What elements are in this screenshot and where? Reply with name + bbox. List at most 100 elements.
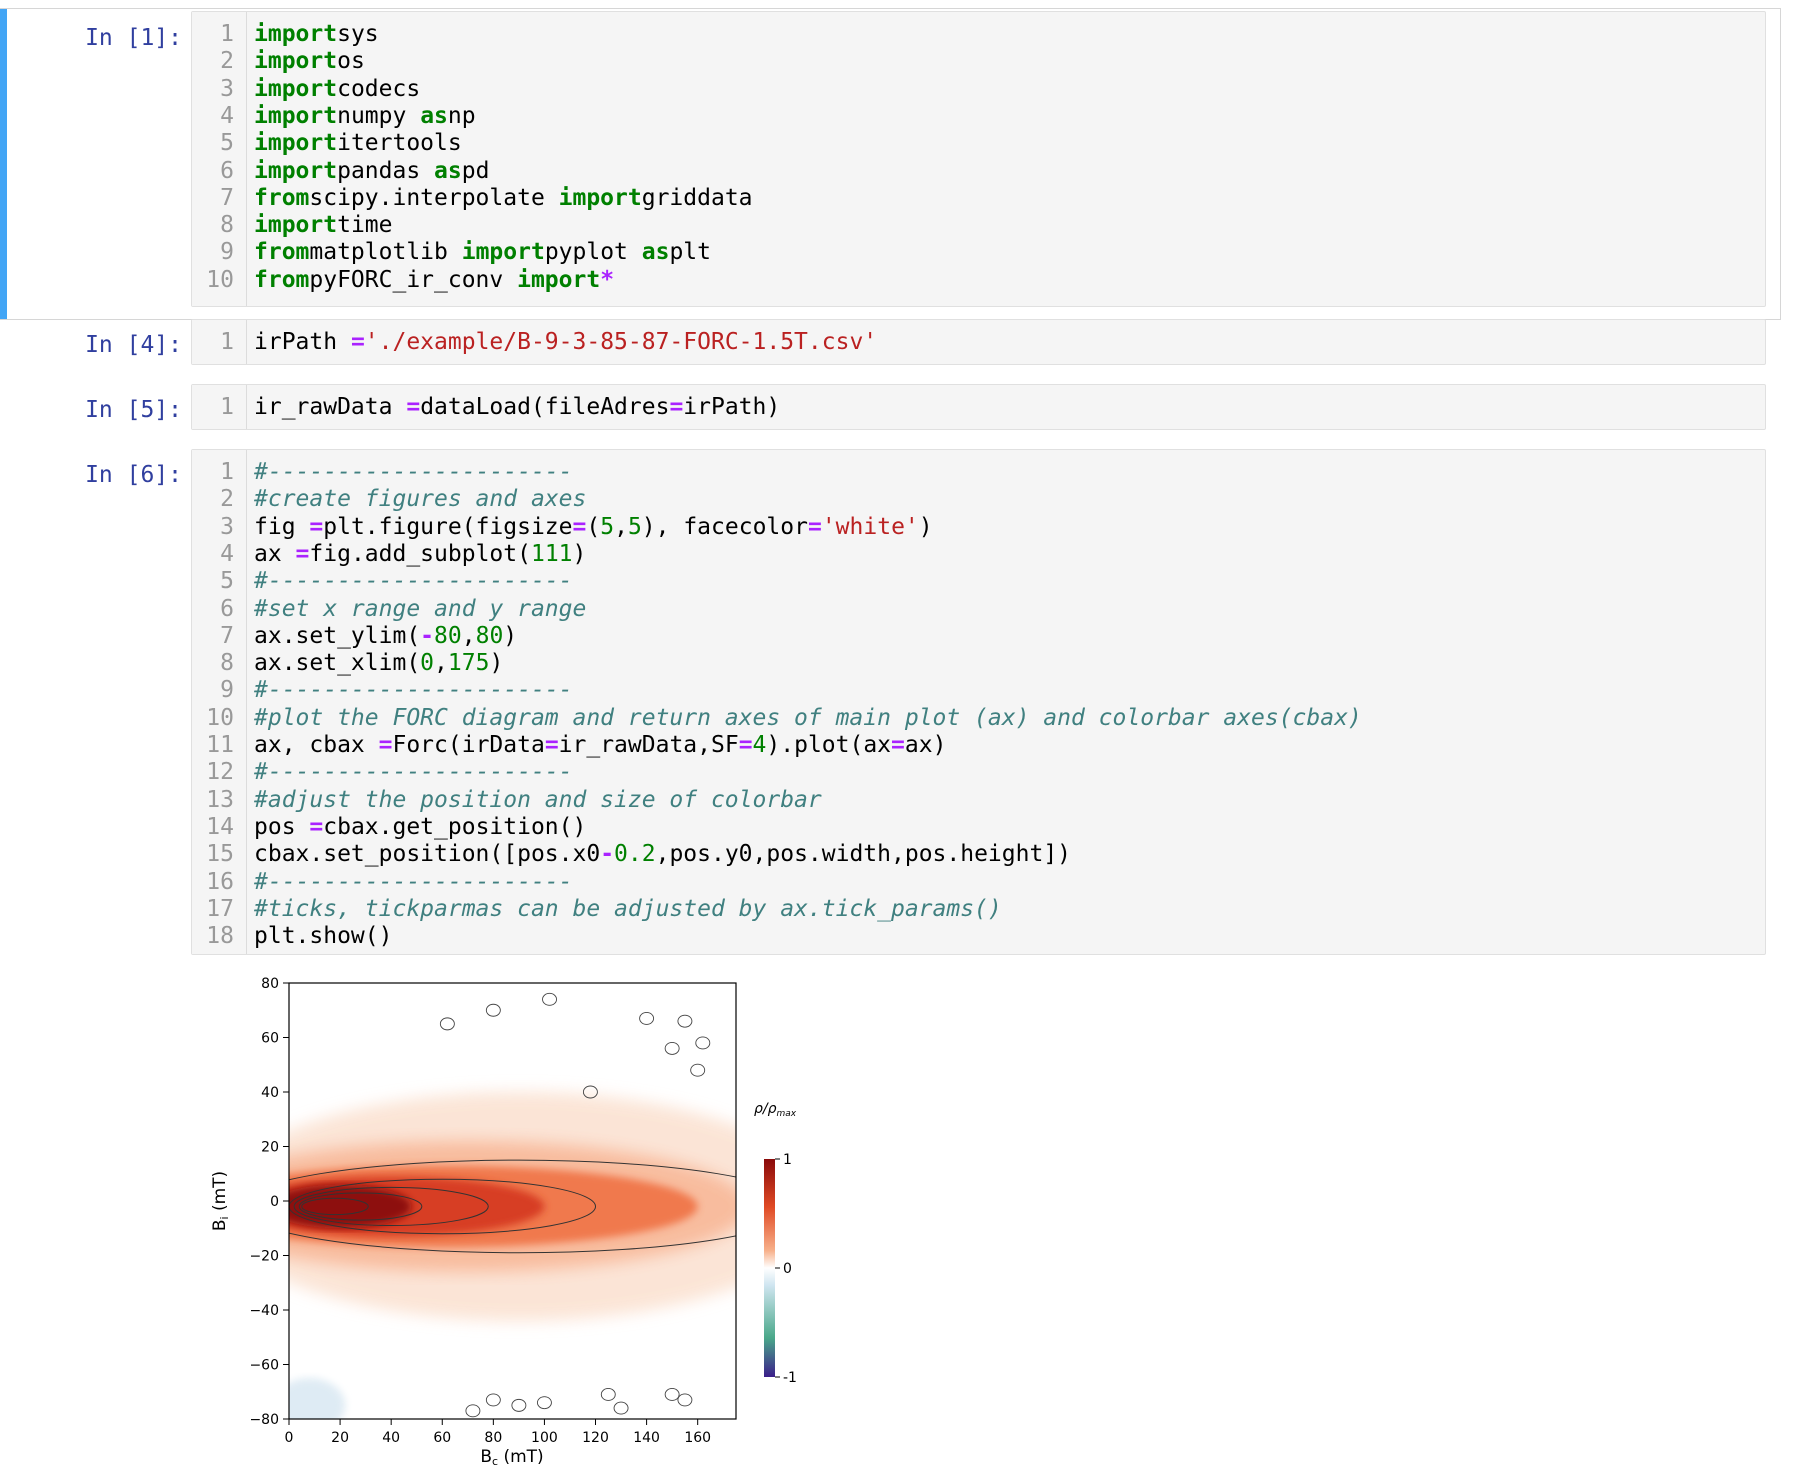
code-token: fig.add_subplot( — [309, 540, 531, 567]
code-token: numpy — [337, 102, 421, 129]
code-token: #ticks, tickparmas can be adjusted by ax… — [254, 895, 1002, 922]
code-text: #create figures and axes — [254, 486, 586, 513]
line-number: 7 — [220, 622, 234, 649]
contour-line — [293, 1186, 489, 1227]
code-line: 8 importtime — [192, 212, 1765, 239]
x-tick-label: 160 — [684, 1430, 711, 1446]
code-text: #---------------------- — [254, 459, 573, 486]
code-text: ax.set_ylim(-80,80) — [254, 623, 517, 650]
line-number: 1 — [220, 459, 234, 485]
code-text: fig =plt.figure(figsize=(5,5), facecolor… — [254, 514, 933, 541]
code-text: ir_rawData =dataLoad(fileAdres=irPath) — [254, 394, 780, 421]
contour-line — [511, 1398, 527, 1412]
code-token: 'white' — [821, 513, 919, 540]
contour-line — [289, 1159, 736, 1254]
line-number: 6 — [220, 157, 234, 184]
code-line: 9 frommatplotlib importpyplot asplt — [192, 239, 1765, 266]
code-editor[interactable]: 1 #---------------------- 2 #create figures… — [191, 449, 1766, 955]
x-tick-label: 40 — [382, 1430, 400, 1446]
code-text: #ticks, tickparmas can be adjusted by ax… — [254, 896, 1002, 923]
code-editor[interactable]: 1 irPath ='./example/B-9-3-85-87-FORC-1.5… — [191, 319, 1766, 365]
code-token: , — [434, 650, 448, 677]
contour-line — [639, 1011, 655, 1025]
code-token: 0.2 — [614, 841, 656, 868]
notebook-cell[interactable]: In [5]: 1 ir_rawData =dataLoad(fileAdres=i… — [0, 384, 1770, 430]
code-token: ax — [254, 540, 296, 567]
code-token: import — [254, 130, 338, 157]
code-token: as — [434, 157, 462, 184]
code-token: #---------------------- — [254, 868, 573, 895]
notebook-cell[interactable]: In [6]: 1 #---------------------- 2 #create … — [0, 449, 1770, 955]
code-token: cbax.get_position() — [323, 813, 587, 840]
notebook-cell[interactable]: In [4]: 1 irPath ='./example/B-9-3-85-87-F… — [0, 319, 1770, 365]
code-line: 6 importpandas aspd — [192, 158, 1765, 185]
x-tick-label: 120 — [582, 1430, 609, 1446]
line-number: 11 — [206, 732, 234, 758]
line-number: 3 — [220, 75, 234, 102]
code-token: = — [309, 813, 324, 840]
code-token: #---------------------- — [254, 759, 573, 786]
line-number: 1 — [220, 21, 234, 47]
code-token: #---------------------- — [254, 459, 573, 485]
colorbar-label: ρ/ρmax — [754, 1101, 797, 1119]
code-line: 8 ax.set_xlim(0,175) — [192, 650, 1765, 677]
code-token: irPath — [254, 329, 351, 355]
heatmap-blob — [289, 1184, 412, 1229]
heatmap-blob — [289, 1378, 346, 1419]
code-token: = — [572, 513, 587, 540]
code-token: ax.set_ylim( — [254, 622, 421, 649]
x-tick-label: 80 — [484, 1430, 502, 1446]
code-token: = — [378, 732, 393, 758]
y-tick-label: 0 — [270, 1194, 279, 1210]
contour-line — [664, 1041, 680, 1055]
contour-line — [677, 1014, 693, 1028]
line-number: 18 — [206, 923, 234, 950]
code-token: import — [558, 184, 642, 211]
code-line: 10 #plot the FORC diagram and return axes… — [192, 705, 1765, 732]
contour-line — [542, 992, 557, 1006]
code-text: #set x range and y range — [254, 596, 586, 623]
code-text: importos — [254, 48, 365, 75]
code-token: , — [614, 513, 628, 540]
code-token: ) — [572, 540, 587, 567]
code-token: import — [254, 75, 338, 102]
code-token: plt.figure(figsize — [323, 513, 573, 540]
colorbar-tick-label: -1 — [783, 1370, 797, 1386]
code-line: 12 #---------------------- — [192, 759, 1765, 786]
line-number-gutter — [192, 385, 247, 429]
line-number: 9 — [220, 677, 234, 704]
contour-line — [613, 1401, 629, 1415]
code-token: ) — [503, 622, 518, 649]
contour-line — [298, 1192, 423, 1221]
line-number: 5 — [220, 568, 234, 595]
cell-prompt: In [5]: — [85, 397, 182, 423]
code-token: = — [350, 329, 365, 355]
code-text: #---------------------- — [254, 568, 573, 595]
code-text: #adjust the position and size of colorba… — [254, 787, 822, 814]
code-token: itertools — [337, 130, 462, 157]
x-tick-label: 140 — [633, 1430, 660, 1446]
code-line: 4 importnumpy asnp — [192, 103, 1765, 130]
code-text: importpandas aspd — [254, 158, 489, 185]
code-token: #---------------------- — [254, 677, 573, 704]
code-text: pos =cbax.get_position() — [254, 814, 586, 841]
code-text: plt.show() — [254, 923, 392, 950]
code-line: 1 importsys — [192, 21, 1765, 48]
code-editor[interactable]: 1 importsys 2 importos 3 importcodecs 4 importn… — [191, 11, 1766, 307]
code-token: 0 — [420, 650, 435, 677]
code-text: cbax.set_position([pos.x0-0.2,pos.y0,pos… — [254, 841, 1071, 868]
x-tick-label: 60 — [433, 1430, 451, 1446]
y-tick-label: 20 — [261, 1140, 279, 1156]
line-number: 1 — [220, 329, 234, 355]
contour-line — [677, 1393, 693, 1407]
code-text: fromscipy.interpolate importgriddata — [254, 185, 753, 212]
code-line: 6 #set x range and y range — [192, 596, 1765, 623]
contour-line — [664, 1388, 680, 1401]
code-token: as — [641, 239, 670, 266]
line-number: 1 — [220, 394, 234, 420]
code-editor[interactable]: 1 ir_rawData =dataLoad(fileAdres=irPath) — [191, 384, 1766, 430]
code-token: 80 — [434, 622, 462, 649]
code-token: time — [337, 212, 393, 239]
notebook-cell[interactable]: In [1]: 1 importsys 2 importos 3 importcodecs 4… — [0, 8, 1781, 320]
code-text: importitertools — [254, 130, 462, 157]
